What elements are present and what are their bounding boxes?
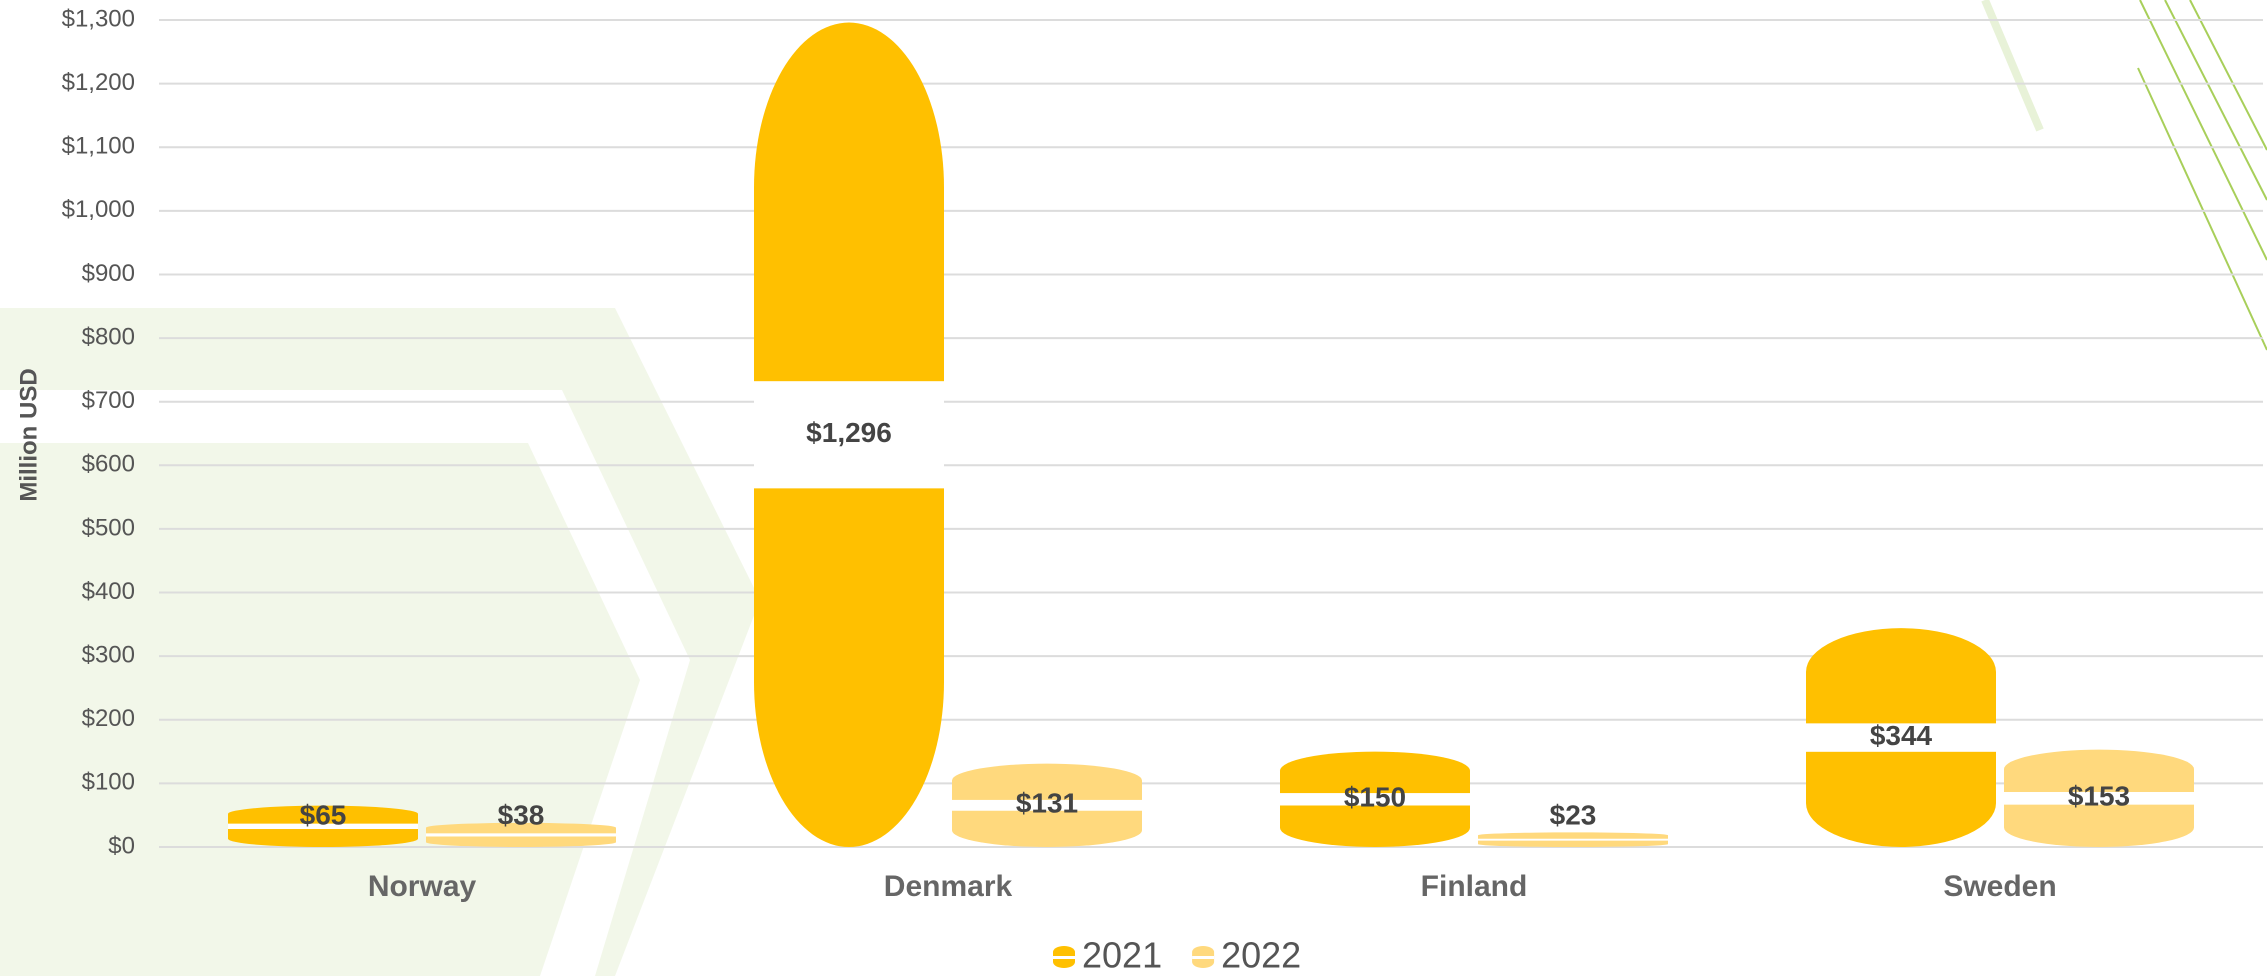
y-tick-label: $1,100 (62, 133, 135, 160)
y-tick-label: $500 (82, 514, 135, 541)
y-tick-label: $1,200 (62, 69, 135, 96)
y-tick-label: $1,000 (62, 196, 135, 223)
x-tick-label: Sweden (1943, 870, 2056, 903)
x-tick-label: Denmark (884, 870, 1013, 903)
y-tick-label: $400 (82, 578, 135, 605)
value-label: $131 (1016, 788, 1078, 819)
value-label: $23 (1550, 799, 1597, 830)
bar-gap (1280, 793, 1470, 806)
bar-gap (228, 823, 418, 830)
legend-swatch-gap (1053, 956, 1075, 959)
value-label: $153 (2068, 781, 2130, 812)
y-tick-label: $700 (82, 387, 135, 414)
bar-gap (426, 833, 616, 837)
x-tick-label: Norway (368, 870, 477, 903)
y-tick-label: $100 (82, 769, 135, 796)
value-label: $150 (1344, 782, 1406, 813)
bar-gap (2004, 792, 2194, 805)
value-label: $38 (498, 799, 545, 830)
value-label: $344 (1870, 720, 1933, 751)
x-tick-label: Finland (1421, 870, 1528, 903)
y-tick-label: $900 (82, 260, 135, 287)
bar-gap (1806, 723, 1996, 752)
legend-swatch-gap (1192, 956, 1215, 959)
value-label: $1,296 (806, 417, 892, 448)
value-label: $65 (300, 799, 347, 830)
y-tick-label: $1,300 (62, 5, 135, 32)
y-tick-label: $200 (82, 705, 135, 732)
y-axis-label: Million USD (15, 368, 42, 501)
y-tick-label: $600 (82, 451, 135, 478)
y-tick-label: $300 (82, 641, 135, 668)
bar-gap (1478, 838, 1668, 841)
y-tick-label: $0 (108, 832, 135, 859)
bar-gap (754, 381, 944, 489)
legend-label: 2022 (1221, 935, 1301, 976)
y-tick-label: $800 (82, 323, 135, 350)
bar-gap (952, 799, 1142, 811)
legend-label: 2021 (1082, 935, 1162, 976)
